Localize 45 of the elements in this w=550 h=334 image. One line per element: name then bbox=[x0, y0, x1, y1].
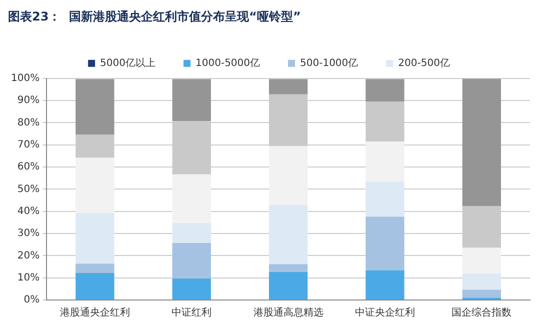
bar bbox=[76, 264, 114, 273]
x-tick-label: 中证红利 bbox=[172, 306, 212, 319]
y-tick-label: 90% bbox=[17, 95, 40, 106]
y-tick-label: 30% bbox=[17, 228, 40, 240]
y-tick-label: 60% bbox=[17, 162, 40, 173]
bar bbox=[366, 79, 404, 102]
y-tick-label: 40% bbox=[17, 206, 40, 217]
legend-label: 500-1000亿 bbox=[300, 58, 358, 69]
y-tick-label: 0% bbox=[24, 294, 40, 306]
legend-label: 5000亿以上 bbox=[100, 56, 156, 69]
bar bbox=[268, 272, 308, 300]
bar bbox=[172, 79, 211, 122]
bar bbox=[366, 182, 404, 217]
x-tick-label: 国企综合指数 bbox=[452, 306, 512, 319]
bar bbox=[76, 272, 114, 300]
bar bbox=[172, 223, 211, 244]
bar bbox=[268, 264, 308, 272]
y-tick-label: 50% bbox=[17, 184, 40, 195]
y-tick-label: 100% bbox=[10, 72, 40, 84]
bar bbox=[172, 278, 211, 300]
bar bbox=[268, 204, 308, 264]
bar bbox=[76, 158, 114, 214]
bar bbox=[172, 243, 211, 279]
legend-label: 200-500亿 bbox=[398, 58, 450, 69]
x-tick-label: 港股通高息精选 bbox=[253, 306, 324, 319]
bar bbox=[462, 274, 501, 290]
bar bbox=[76, 79, 114, 134]
y-tick-label: 10% bbox=[17, 272, 40, 284]
x-tick-label: 港股通央企红利 bbox=[60, 306, 130, 319]
bar bbox=[462, 290, 501, 298]
bar bbox=[172, 174, 211, 224]
bar bbox=[462, 248, 501, 274]
y-tick-label: 80% bbox=[17, 117, 40, 128]
bar bbox=[462, 78, 501, 206]
legend-label: 1000-5000亿 bbox=[196, 58, 260, 69]
bar bbox=[366, 270, 404, 300]
x-tick-label: 中证央企红利 bbox=[354, 306, 415, 319]
chart-title: 图表23： 国新港股通央企红利市值分布呈现“哑铃型” bbox=[8, 9, 301, 24]
y-tick-label: 70% bbox=[17, 139, 40, 150]
bar bbox=[268, 79, 308, 94]
y-tick-label: 20% bbox=[17, 250, 40, 262]
bar bbox=[268, 146, 308, 205]
bar bbox=[366, 216, 404, 270]
bar bbox=[76, 213, 114, 264]
bar bbox=[366, 142, 404, 182]
